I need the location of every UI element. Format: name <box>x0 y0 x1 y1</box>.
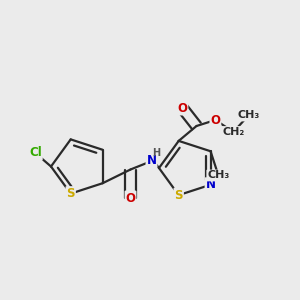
Text: N: N <box>206 178 216 191</box>
Text: Cl: Cl <box>29 146 42 160</box>
Text: O: O <box>210 113 220 127</box>
Text: O: O <box>177 101 188 115</box>
Text: S: S <box>66 187 75 200</box>
Text: H: H <box>152 148 160 158</box>
Text: CH₃: CH₃ <box>237 110 260 121</box>
Text: CH₂: CH₂ <box>222 127 244 137</box>
Text: N: N <box>146 154 157 167</box>
Text: O: O <box>125 191 136 205</box>
Text: S: S <box>174 189 183 202</box>
Text: CH₃: CH₃ <box>207 170 230 181</box>
